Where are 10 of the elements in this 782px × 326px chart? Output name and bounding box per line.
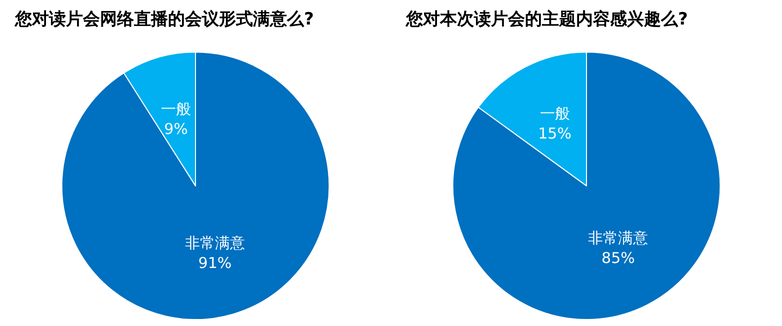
data-label: 91% <box>198 254 232 272</box>
slice-label: 一般 <box>161 100 192 118</box>
chart-title: 您对读片会网络直播的会议形式满意么? <box>14 10 314 30</box>
slice-label: 一般 <box>540 104 570 123</box>
data-label: 9% <box>164 120 188 138</box>
slice-label: 非常满意 <box>184 234 245 252</box>
data-label: 85% <box>602 249 635 268</box>
data-label: 15% <box>538 124 572 143</box>
slice-label: 非常满意 <box>588 229 648 248</box>
chart-title: 您对本次读片会的主题内容感兴趣么? <box>405 10 688 30</box>
